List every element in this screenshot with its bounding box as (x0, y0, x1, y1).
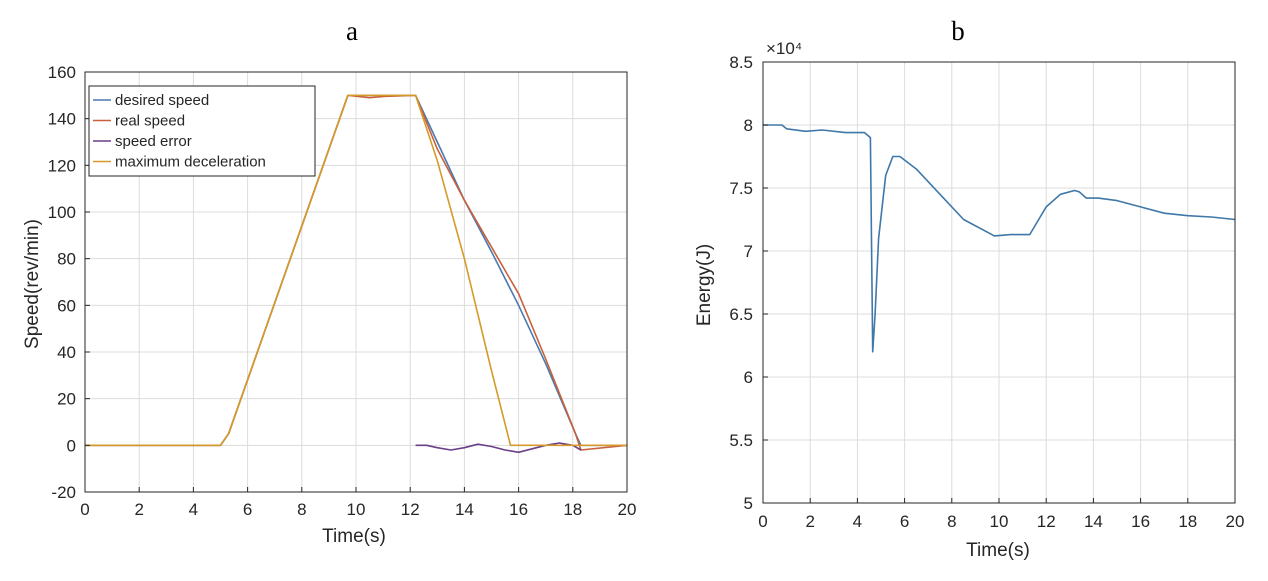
chart-b-y-axis-label: Energy(J) (694, 244, 715, 326)
chart-b-plot-area (763, 124, 1236, 353)
chart-a: a 0 2 4 6 8 10 12 14 16 18 20-20020406080100120140… (22, 16, 636, 547)
chart-b-x-tick-label: 6 (900, 512, 909, 531)
chart-a-plot-area (85, 94, 628, 454)
chart-a-x-tick-label: 18 (563, 500, 582, 519)
chart-a-y-tick-label: 60 (57, 296, 76, 315)
panel-label-b: b (951, 16, 965, 46)
chart-a-series-maximum-deceleration (85, 94, 627, 447)
chart-b-x-tick-label: 12 (1037, 512, 1056, 531)
chart-b-y-tick-label: 7 (744, 242, 753, 261)
chart-a-ticks: 0 2 4 6 8 10 12 14 16 18 20-2002040608010012014016… (48, 63, 637, 519)
chart-b-y-tick-label: 6 (744, 368, 753, 387)
chart-a-x-tick-label: 4 (189, 500, 198, 519)
chart-b-x-tick-label: 20 (1226, 512, 1245, 531)
chart-a-x-tick-label: 0 (80, 500, 89, 519)
chart-a-x-tick-label: 16 (509, 500, 528, 519)
chart-b-x-tick-label: 14 (1084, 512, 1103, 531)
chart-b-y-tick-label: 5 (744, 494, 753, 513)
chart-b-scale-label: ×10⁴ (766, 39, 802, 58)
chart-a-y-tick-label: -20 (51, 483, 76, 502)
chart-b-x-tick-label: 10 (990, 512, 1009, 531)
chart-a-y-tick-label: 40 (57, 343, 76, 362)
chart-a-x-tick-label: 20 (618, 500, 637, 519)
chart-a-x-tick-label: 12 (401, 500, 420, 519)
chart-b-axes-frame (762, 61, 1236, 504)
chart-a-y-tick-label: 140 (48, 110, 76, 129)
chart-a-legend: desired speed real speed speed error maximu… (88, 85, 316, 177)
chart-a-x-tick-label: 10 (347, 500, 366, 519)
chart-b-y-tick-label: 7.5 (729, 179, 753, 198)
chart-b-x-tick-label: 18 (1178, 512, 1197, 531)
legend-entry: real speed (115, 113, 185, 130)
chart-b-y-tick-label: 5.5 (729, 431, 753, 450)
panel-label-a: a (346, 16, 358, 46)
chart-a-x-axis-label: Time(s) (322, 526, 386, 547)
chart-b-series-energy (763, 124, 1236, 353)
legend-entry: maximum deceleration (115, 154, 266, 171)
chart-a-x-tick-label: 8 (297, 500, 306, 519)
chart-b-x-tick-label: 0 (758, 512, 767, 531)
chart-a-y-tick-label: 160 (48, 63, 76, 82)
chart-a-x-tick-label: 2 (134, 500, 143, 519)
chart-a-x-tick-label: 14 (455, 500, 474, 519)
chart-b-x-tick-label: 16 (1131, 512, 1150, 531)
chart-a-y-axis-label: Speed(rev/min) (22, 219, 43, 349)
legend-entry: desired speed (115, 92, 209, 109)
chart-a-axes-frame (84, 71, 628, 493)
chart-a-x-tick-label: 6 (243, 500, 252, 519)
chart-b: b 0 2 4 6 8 10 12 14 16 18 20 5 5.5 6 6.5 7 7.5 8 8.5 Time… (694, 16, 1244, 561)
chart-a-y-tick-label: 20 (57, 390, 76, 409)
chart-b-y-tick-label: 8 (744, 116, 753, 135)
chart-b-y-tick-label: 6.5 (729, 305, 753, 324)
chart-a-y-tick-label: 80 (57, 250, 76, 269)
chart-a-y-tick-label: 100 (48, 203, 76, 222)
chart-a-y-tick-label: 0 (67, 436, 76, 455)
chart-b-x-tick-label: 2 (805, 512, 814, 531)
legend-box (88, 85, 316, 177)
chart-a-series-speed-error (415, 442, 582, 454)
chart-b-gridlines (762, 61, 1236, 504)
chart-b-y-tick-label: 8.5 (729, 53, 753, 72)
chart-a-y-tick-label: 120 (48, 156, 76, 175)
legend-entry: speed error (115, 133, 192, 150)
chart-b-x-tick-label: 4 (853, 512, 862, 531)
chart-b-ticks: 0 2 4 6 8 10 12 14 16 18 20 5 5.5 6 6.5 7 7.5 8 8.5 (729, 53, 1244, 531)
chart-b-x-tick-label: 8 (947, 512, 956, 531)
chart-b-x-axis-label: Time(s) (966, 540, 1030, 561)
